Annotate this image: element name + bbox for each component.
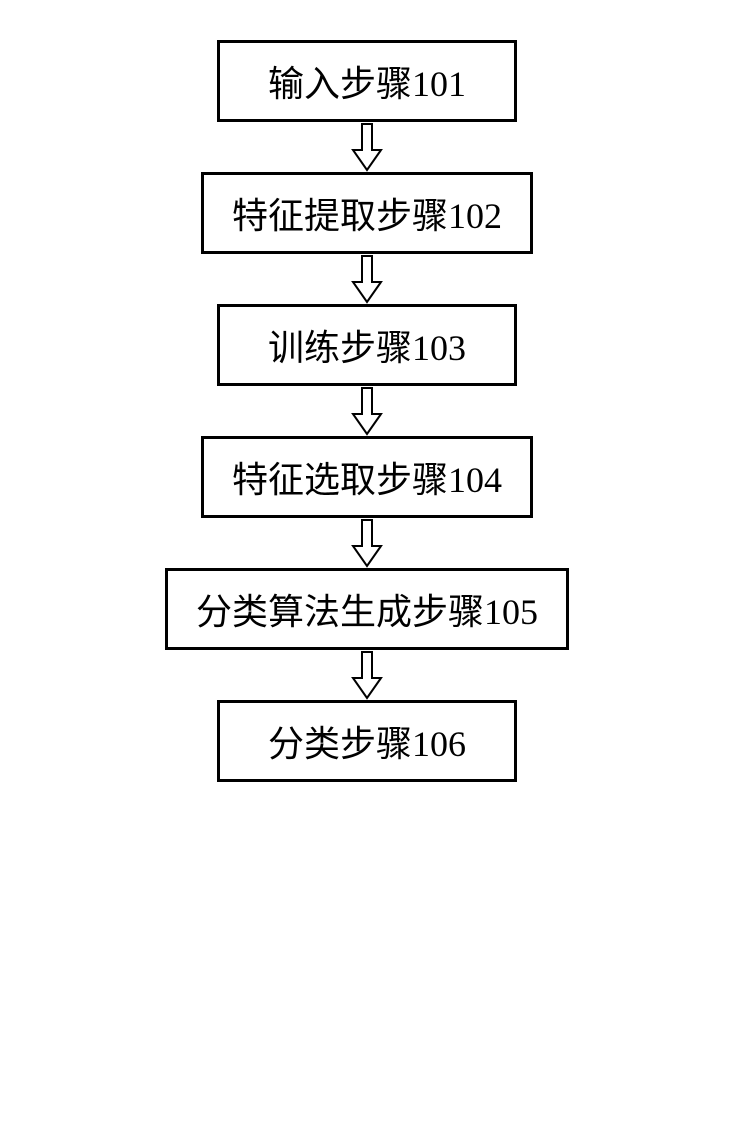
step-box-classify: 分类步骤106 [217, 700, 517, 782]
step-label: 分类步骤106 [268, 724, 466, 764]
step-box-feature-extract: 特征提取步骤102 [201, 172, 533, 254]
step-label: 分类算法生成步骤105 [196, 592, 538, 632]
arrow-icon [347, 386, 387, 436]
arrow-icon [347, 650, 387, 700]
arrow-icon [347, 254, 387, 304]
arrow-icon [347, 518, 387, 568]
step-label: 特征提取步骤102 [232, 196, 502, 236]
step-label: 输入步骤101 [268, 64, 466, 104]
step-box-algorithm-gen: 分类算法生成步骤105 [165, 568, 569, 650]
flowchart-container: 输入步骤101 特征提取步骤102 训练步骤103 特征选取步骤104 分类算法… [165, 40, 569, 782]
step-box-training: 训练步骤103 [217, 304, 517, 386]
step-box-input: 输入步骤101 [217, 40, 517, 122]
step-label: 训练步骤103 [268, 328, 466, 368]
arrow-icon [347, 122, 387, 172]
step-box-feature-select: 特征选取步骤104 [201, 436, 533, 518]
step-label: 特征选取步骤104 [232, 460, 502, 500]
